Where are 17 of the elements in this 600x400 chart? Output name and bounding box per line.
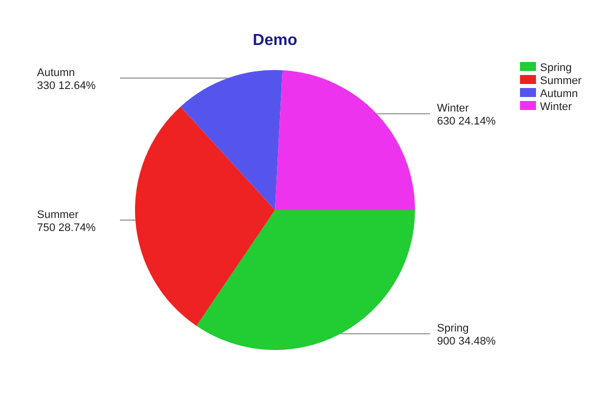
- data-label: 750 28.74%: [37, 222, 96, 234]
- data-label: 330 12.64%: [37, 80, 96, 92]
- data-label: 900 34.48%: [437, 336, 496, 348]
- pie-slice: [180, 70, 283, 210]
- slice-label: Spring: [437, 322, 469, 335]
- data-label: 630 24.14%: [437, 116, 496, 128]
- pie-slice: [196, 210, 415, 350]
- slice-label: Summer: [37, 209, 79, 222]
- legend-label: Autumn: [540, 88, 578, 100]
- chart-title: Demo: [252, 32, 298, 49]
- legend-label: Summer: [540, 75, 582, 87]
- pie-slice: [275, 70, 415, 210]
- legend-label: Winter: [540, 101, 572, 113]
- pie-slice: [135, 106, 275, 326]
- category-label: Autumn: [37, 67, 75, 80]
- slice-label: Winter: [437, 102, 470, 115]
- legend-label: Spring: [540, 62, 572, 74]
